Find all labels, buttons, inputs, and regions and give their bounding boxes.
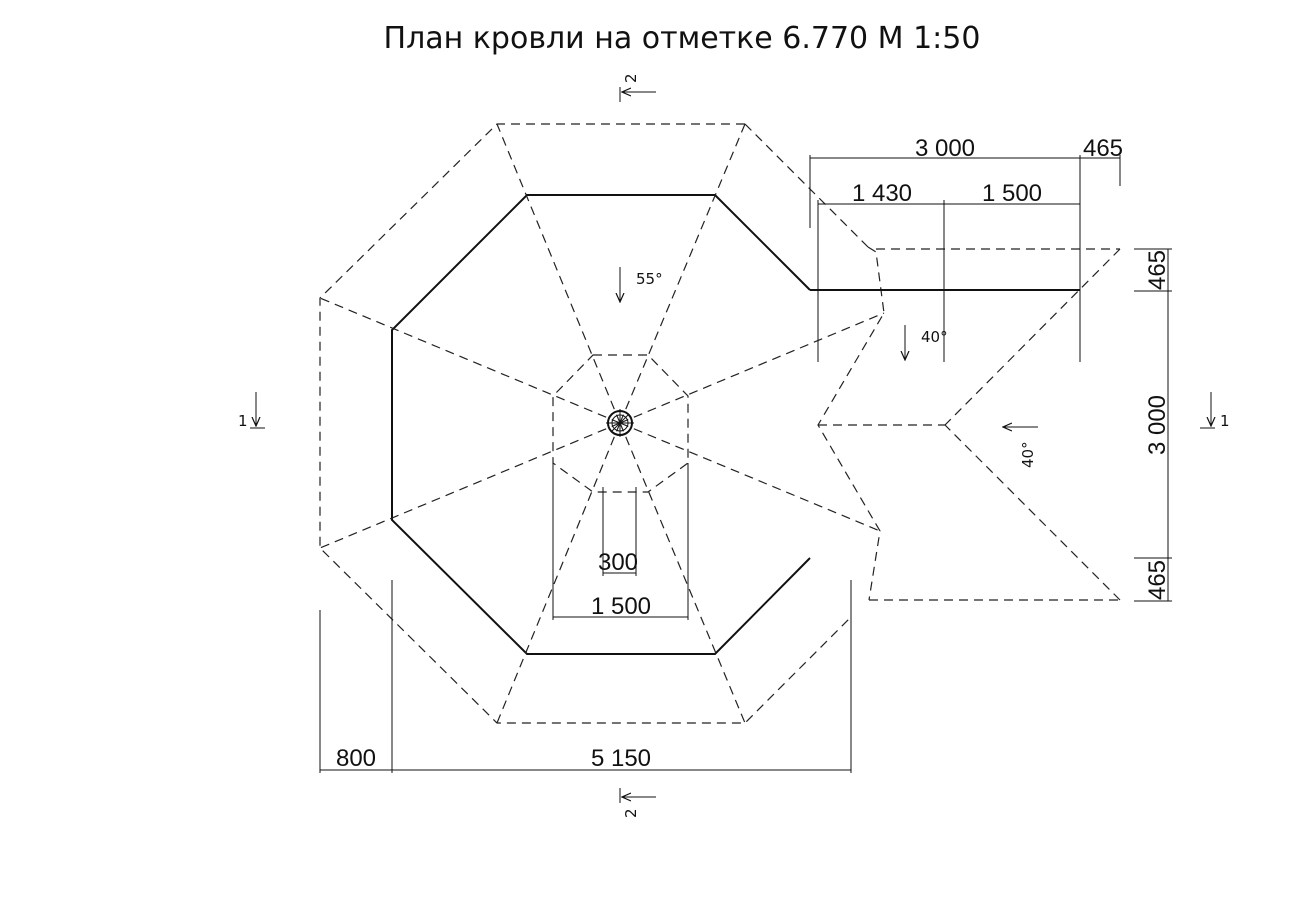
top-dimensions: [809, 155, 1121, 362]
outer-eave-outline: [319, 123, 851, 724]
section-label-left: 1: [238, 412, 248, 430]
dim-bottom-left: 800: [336, 745, 376, 772]
dim-right-mid: 3 000: [1144, 395, 1171, 455]
dim-top-sub-right: 1 500: [982, 180, 1042, 207]
drawing-title: План кровли на отметке 6.770 М 1:50: [384, 21, 981, 56]
wing-outline: [817, 246, 1121, 601]
dim-right-bottom: 465: [1144, 560, 1171, 600]
slope-label-wing-upper: 40°: [921, 328, 948, 346]
inner-octagon: [552, 354, 689, 493]
inner-dimensions: [552, 463, 689, 620]
dim-top-right: 465: [1083, 135, 1123, 162]
section-label-top: 2: [622, 73, 640, 83]
center-post-symbol: [606, 409, 634, 437]
slope-label-wing-right: 40°: [1019, 441, 1037, 468]
bottom-dimensions: [319, 580, 852, 773]
section-label-right: 1: [1220, 412, 1230, 430]
section-mark-left: [250, 392, 265, 429]
dim-inner-small: 300: [598, 549, 638, 576]
main-roof-outline: [391, 194, 811, 655]
outer-eave-outline-upper-right: [744, 123, 869, 248]
right-dimensions: [1134, 248, 1172, 602]
section-mark-top: [619, 87, 656, 102]
dim-bottom-main: 5 150: [591, 745, 651, 772]
dim-top-sub-left: 1 430: [852, 180, 912, 207]
slope-label-main: 55°: [636, 270, 663, 288]
dim-inner-width: 1 500: [591, 593, 651, 620]
section-mark-bottom: [619, 788, 656, 803]
dim-right-top: 465: [1144, 250, 1171, 290]
section-label-bottom: 2: [622, 808, 640, 818]
section-mark-right: [1200, 392, 1215, 429]
dim-top-total: 3 000: [915, 135, 975, 162]
hip-lines: [319, 123, 885, 724]
